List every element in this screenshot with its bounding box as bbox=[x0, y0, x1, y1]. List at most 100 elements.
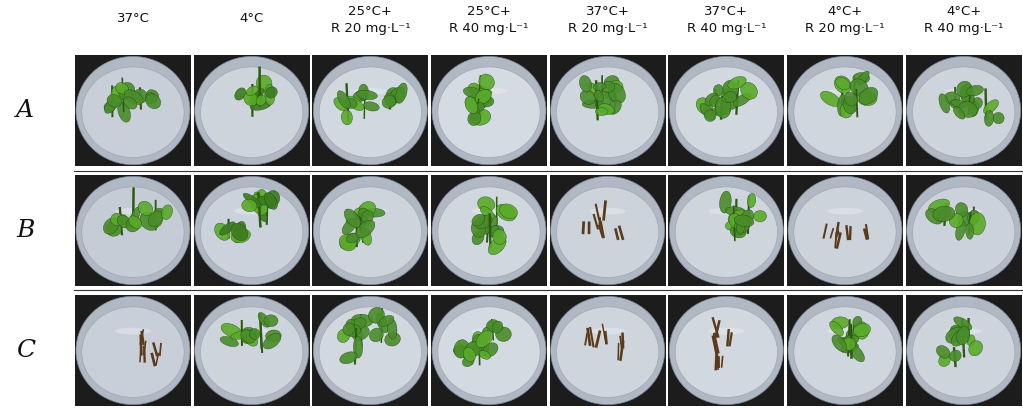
Ellipse shape bbox=[264, 315, 278, 326]
Ellipse shape bbox=[255, 189, 268, 211]
Ellipse shape bbox=[386, 88, 399, 101]
Ellipse shape bbox=[369, 328, 384, 342]
Ellipse shape bbox=[939, 355, 950, 366]
Ellipse shape bbox=[257, 206, 267, 222]
Ellipse shape bbox=[859, 87, 878, 104]
Ellipse shape bbox=[579, 75, 591, 92]
Ellipse shape bbox=[346, 233, 359, 243]
Ellipse shape bbox=[475, 215, 492, 228]
Ellipse shape bbox=[438, 187, 540, 277]
Ellipse shape bbox=[968, 210, 980, 225]
Bar bbox=[905, 55, 1022, 166]
Ellipse shape bbox=[110, 213, 123, 226]
Ellipse shape bbox=[794, 187, 896, 277]
Text: 4°C: 4°C bbox=[239, 12, 264, 25]
Ellipse shape bbox=[843, 338, 855, 350]
Ellipse shape bbox=[849, 345, 864, 362]
Ellipse shape bbox=[669, 56, 784, 165]
Ellipse shape bbox=[340, 233, 360, 249]
Ellipse shape bbox=[958, 211, 972, 226]
Ellipse shape bbox=[379, 315, 394, 326]
Ellipse shape bbox=[107, 95, 122, 107]
Ellipse shape bbox=[853, 73, 870, 84]
Ellipse shape bbox=[258, 313, 270, 327]
Ellipse shape bbox=[589, 88, 626, 95]
Ellipse shape bbox=[580, 90, 595, 104]
Ellipse shape bbox=[928, 199, 949, 213]
Ellipse shape bbox=[846, 330, 856, 340]
Ellipse shape bbox=[724, 91, 737, 102]
Ellipse shape bbox=[479, 74, 494, 90]
Ellipse shape bbox=[266, 330, 281, 342]
Ellipse shape bbox=[708, 88, 745, 95]
Ellipse shape bbox=[721, 89, 735, 100]
Ellipse shape bbox=[251, 195, 267, 215]
Ellipse shape bbox=[201, 187, 303, 277]
Ellipse shape bbox=[727, 76, 746, 89]
Ellipse shape bbox=[465, 95, 487, 111]
Ellipse shape bbox=[145, 93, 157, 104]
Text: R 40 mg·L⁻¹: R 40 mg·L⁻¹ bbox=[686, 22, 766, 35]
Ellipse shape bbox=[595, 108, 608, 115]
Ellipse shape bbox=[243, 193, 261, 208]
Ellipse shape bbox=[951, 330, 967, 346]
Text: 37°C+: 37°C+ bbox=[705, 5, 748, 18]
Ellipse shape bbox=[343, 323, 355, 335]
Ellipse shape bbox=[788, 296, 902, 405]
Ellipse shape bbox=[949, 100, 962, 109]
Ellipse shape bbox=[963, 83, 973, 98]
Ellipse shape bbox=[248, 329, 258, 340]
Ellipse shape bbox=[913, 67, 1015, 157]
Ellipse shape bbox=[550, 176, 665, 285]
Ellipse shape bbox=[464, 342, 479, 359]
Bar bbox=[431, 175, 547, 286]
Ellipse shape bbox=[913, 187, 1015, 277]
Ellipse shape bbox=[466, 341, 482, 356]
Ellipse shape bbox=[675, 307, 777, 397]
Ellipse shape bbox=[471, 107, 480, 120]
Ellipse shape bbox=[364, 208, 385, 217]
Ellipse shape bbox=[250, 100, 271, 110]
Ellipse shape bbox=[82, 307, 184, 397]
Bar bbox=[549, 175, 666, 286]
Ellipse shape bbox=[468, 83, 480, 94]
Ellipse shape bbox=[82, 67, 184, 157]
Bar bbox=[75, 55, 191, 166]
Ellipse shape bbox=[478, 197, 495, 212]
Ellipse shape bbox=[220, 337, 238, 347]
Ellipse shape bbox=[475, 102, 484, 112]
Ellipse shape bbox=[233, 328, 270, 335]
Bar bbox=[668, 295, 785, 406]
Bar bbox=[787, 175, 903, 286]
Ellipse shape bbox=[595, 91, 612, 110]
Ellipse shape bbox=[856, 323, 868, 334]
Ellipse shape bbox=[735, 218, 750, 233]
Ellipse shape bbox=[708, 328, 745, 335]
Ellipse shape bbox=[729, 213, 743, 228]
Ellipse shape bbox=[741, 82, 757, 99]
Ellipse shape bbox=[835, 76, 851, 93]
Ellipse shape bbox=[376, 313, 388, 333]
Ellipse shape bbox=[104, 96, 120, 113]
Ellipse shape bbox=[145, 94, 161, 109]
Ellipse shape bbox=[953, 317, 972, 330]
Ellipse shape bbox=[480, 96, 494, 107]
Bar bbox=[905, 295, 1022, 406]
Ellipse shape bbox=[840, 102, 853, 118]
Ellipse shape bbox=[353, 337, 363, 358]
Ellipse shape bbox=[473, 332, 486, 353]
Ellipse shape bbox=[605, 91, 617, 102]
Ellipse shape bbox=[385, 333, 400, 346]
Ellipse shape bbox=[593, 82, 606, 91]
Ellipse shape bbox=[356, 90, 377, 100]
Ellipse shape bbox=[129, 216, 141, 228]
Ellipse shape bbox=[961, 84, 974, 105]
Ellipse shape bbox=[711, 106, 730, 115]
Ellipse shape bbox=[471, 328, 507, 335]
Ellipse shape bbox=[146, 90, 159, 101]
Ellipse shape bbox=[906, 176, 1021, 285]
Ellipse shape bbox=[970, 213, 985, 235]
Ellipse shape bbox=[496, 327, 512, 341]
Ellipse shape bbox=[477, 95, 490, 106]
Ellipse shape bbox=[264, 193, 277, 209]
